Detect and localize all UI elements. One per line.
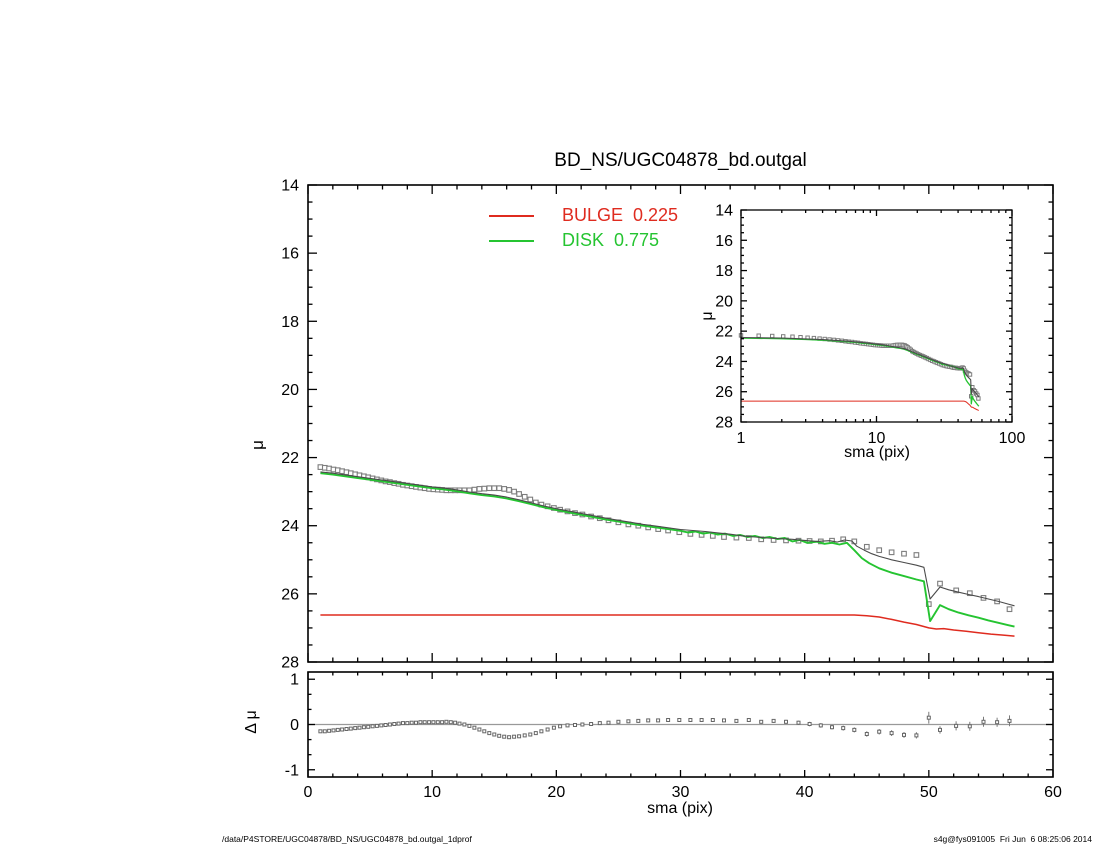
tick-label: 22 bbox=[715, 324, 733, 341]
tick-label: 40 bbox=[796, 784, 814, 801]
tick-label: 1 bbox=[737, 430, 746, 447]
tick-label: 10 bbox=[423, 784, 441, 801]
tick-label: 14 bbox=[715, 203, 733, 220]
tick-label: 50 bbox=[920, 784, 938, 801]
tick-label: 24 bbox=[281, 518, 299, 535]
inset-panel-series bbox=[738, 210, 1012, 422]
tick-label: 0 bbox=[290, 717, 299, 734]
tick-label: 10 bbox=[868, 430, 886, 447]
user-timestamp: s4g@fys091005 Fri Jun 6 08:25:06 2014 bbox=[933, 834, 1092, 844]
tick-label: 1 bbox=[290, 672, 299, 689]
residual-panel-series bbox=[308, 711, 1053, 740]
main-x-axis-title: sma (pix) bbox=[647, 800, 713, 817]
tick-label: 22 bbox=[281, 450, 299, 467]
tick-label: -1 bbox=[285, 762, 299, 779]
inset-panel-axes: 14 16 18 20 22 24 26 281 10 100 bbox=[715, 203, 1025, 448]
bulge-legend-label: BULGE 0.225 bbox=[562, 205, 679, 225]
main-panel-axes: 14 16 18 20 22 24 26 28 bbox=[281, 178, 1054, 672]
tick-label: 18 bbox=[715, 263, 733, 280]
tick-label: 28 bbox=[281, 655, 299, 672]
inset-y-axis-title: μ bbox=[699, 311, 716, 321]
tick-label: 20 bbox=[547, 784, 565, 801]
plot-title: BD_NS/UGC04878_bd.outgal bbox=[554, 150, 807, 171]
main-y-axis-title: μ bbox=[248, 440, 267, 450]
bulge-legend-line bbox=[489, 215, 534, 217]
tick-label: 26 bbox=[715, 384, 733, 401]
tick-label: 18 bbox=[281, 314, 299, 331]
inset-x-axis-title: sma (pix) bbox=[844, 444, 910, 461]
tick-label: 60 bbox=[1044, 784, 1062, 801]
tick-label: 14 bbox=[281, 178, 299, 195]
tick-label: 26 bbox=[281, 586, 299, 603]
main-panel-series bbox=[317, 464, 1015, 637]
residual-y-axis-title: Δ μ bbox=[243, 710, 260, 734]
tick-label: 24 bbox=[715, 354, 733, 371]
tick-label: 20 bbox=[281, 382, 299, 399]
tick-label: 16 bbox=[715, 233, 733, 250]
disk-legend-line bbox=[489, 240, 534, 242]
residual-panel-axes: 10-10 10 20 30 40 50 60 bbox=[285, 671, 1062, 801]
tick-label: 16 bbox=[281, 246, 299, 263]
tick-label: 0 bbox=[304, 784, 313, 801]
output-file-path: /data/P4STORE/UGC04878/BD_NS/UGC04878_bd… bbox=[222, 834, 472, 844]
disk-legend-label: DISK 0.775 bbox=[562, 230, 660, 250]
tick-label: 100 bbox=[999, 430, 1026, 447]
tick-label: 20 bbox=[715, 293, 733, 310]
tick-label: 28 bbox=[715, 415, 733, 432]
tick-label: 30 bbox=[672, 784, 690, 801]
